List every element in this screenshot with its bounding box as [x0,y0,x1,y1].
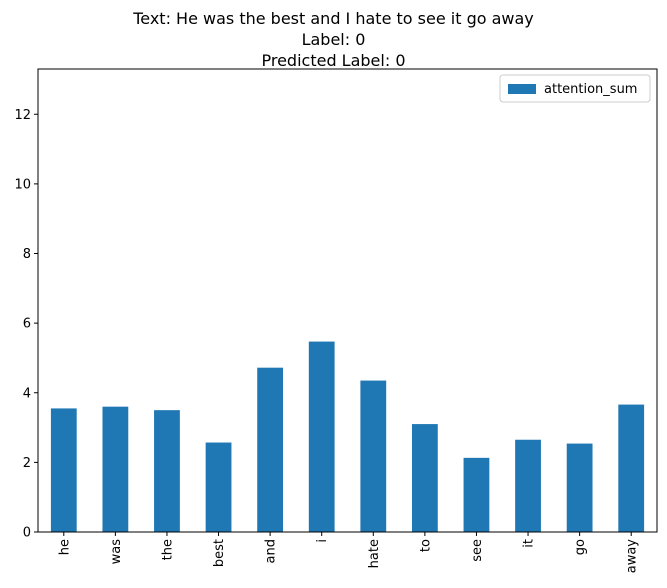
plot-frame [37,68,658,533]
y-tick-label: 2 [23,456,31,471]
bar-hate [360,380,387,532]
bar-see [463,457,490,532]
bar-away [618,404,645,532]
bar-go [566,443,593,532]
bar-best [205,442,232,532]
bar-the [154,410,180,532]
y-tick-label: 12 [14,108,31,123]
legend-label: attention_sum [544,82,637,97]
x-tick-label: was [109,539,124,565]
bar-it [515,439,541,532]
y-tick-label: 6 [23,317,31,332]
x-tick-label: i [315,539,330,543]
chart-title-line-2: Label: 0 [301,30,366,49]
y-tick-label: 8 [23,247,31,262]
bar-he [50,408,77,532]
x-tick-label: best [212,539,227,567]
chart-title-line-3: Predicted Label: 0 [261,51,406,70]
bar-was [102,406,129,532]
x-tick-label: it [522,539,537,548]
y-tick-label: 0 [23,526,31,541]
y-tick-label: 10 [14,177,31,192]
legend-swatch [508,84,536,94]
bar-to [411,424,438,532]
x-tick-label: hate [367,539,382,568]
x-tick-label: away [625,539,640,574]
x-tick-label: he [57,539,72,555]
y-tick-label: 4 [23,386,31,401]
bar-and [257,367,284,532]
x-tick-label: the [160,539,175,560]
x-tick-label: to [418,539,433,552]
chart-title-line-1: Text: He was the best and I hate to see … [133,9,534,28]
x-tick-label: go [573,539,588,555]
x-tick-label: and [264,539,279,563]
bar-i [308,341,335,532]
legend-box [499,74,651,103]
x-tick-label: see [470,539,485,562]
